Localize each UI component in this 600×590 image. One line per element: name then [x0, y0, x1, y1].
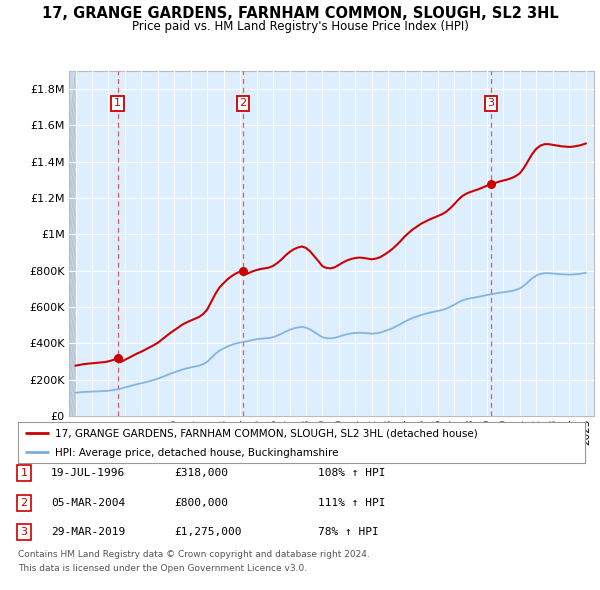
- Text: £1,275,000: £1,275,000: [174, 527, 241, 537]
- Text: 19-JUL-1996: 19-JUL-1996: [51, 468, 125, 478]
- Text: 2: 2: [20, 498, 28, 507]
- Text: £800,000: £800,000: [174, 498, 228, 507]
- Text: 3: 3: [487, 99, 494, 109]
- Text: 2: 2: [239, 99, 247, 109]
- Text: HPI: Average price, detached house, Buckinghamshire: HPI: Average price, detached house, Buck…: [55, 448, 338, 458]
- Text: 1: 1: [114, 99, 121, 109]
- Text: This data is licensed under the Open Government Licence v3.0.: This data is licensed under the Open Gov…: [18, 565, 307, 573]
- Text: 3: 3: [20, 527, 28, 537]
- Text: Price paid vs. HM Land Registry's House Price Index (HPI): Price paid vs. HM Land Registry's House …: [131, 20, 469, 33]
- Text: 29-MAR-2019: 29-MAR-2019: [51, 527, 125, 537]
- Bar: [69, 71, 77, 416]
- Text: 17, GRANGE GARDENS, FARNHAM COMMON, SLOUGH, SL2 3HL (detached house): 17, GRANGE GARDENS, FARNHAM COMMON, SLOU…: [55, 428, 478, 438]
- Text: 111% ↑ HPI: 111% ↑ HPI: [318, 498, 386, 507]
- Text: 1: 1: [20, 468, 28, 478]
- Text: 108% ↑ HPI: 108% ↑ HPI: [318, 468, 386, 478]
- Text: £318,000: £318,000: [174, 468, 228, 478]
- Text: 17, GRANGE GARDENS, FARNHAM COMMON, SLOUGH, SL2 3HL: 17, GRANGE GARDENS, FARNHAM COMMON, SLOU…: [41, 6, 559, 21]
- Text: 78% ↑ HPI: 78% ↑ HPI: [318, 527, 379, 537]
- Text: 05-MAR-2004: 05-MAR-2004: [51, 498, 125, 507]
- Text: Contains HM Land Registry data © Crown copyright and database right 2024.: Contains HM Land Registry data © Crown c…: [18, 550, 370, 559]
